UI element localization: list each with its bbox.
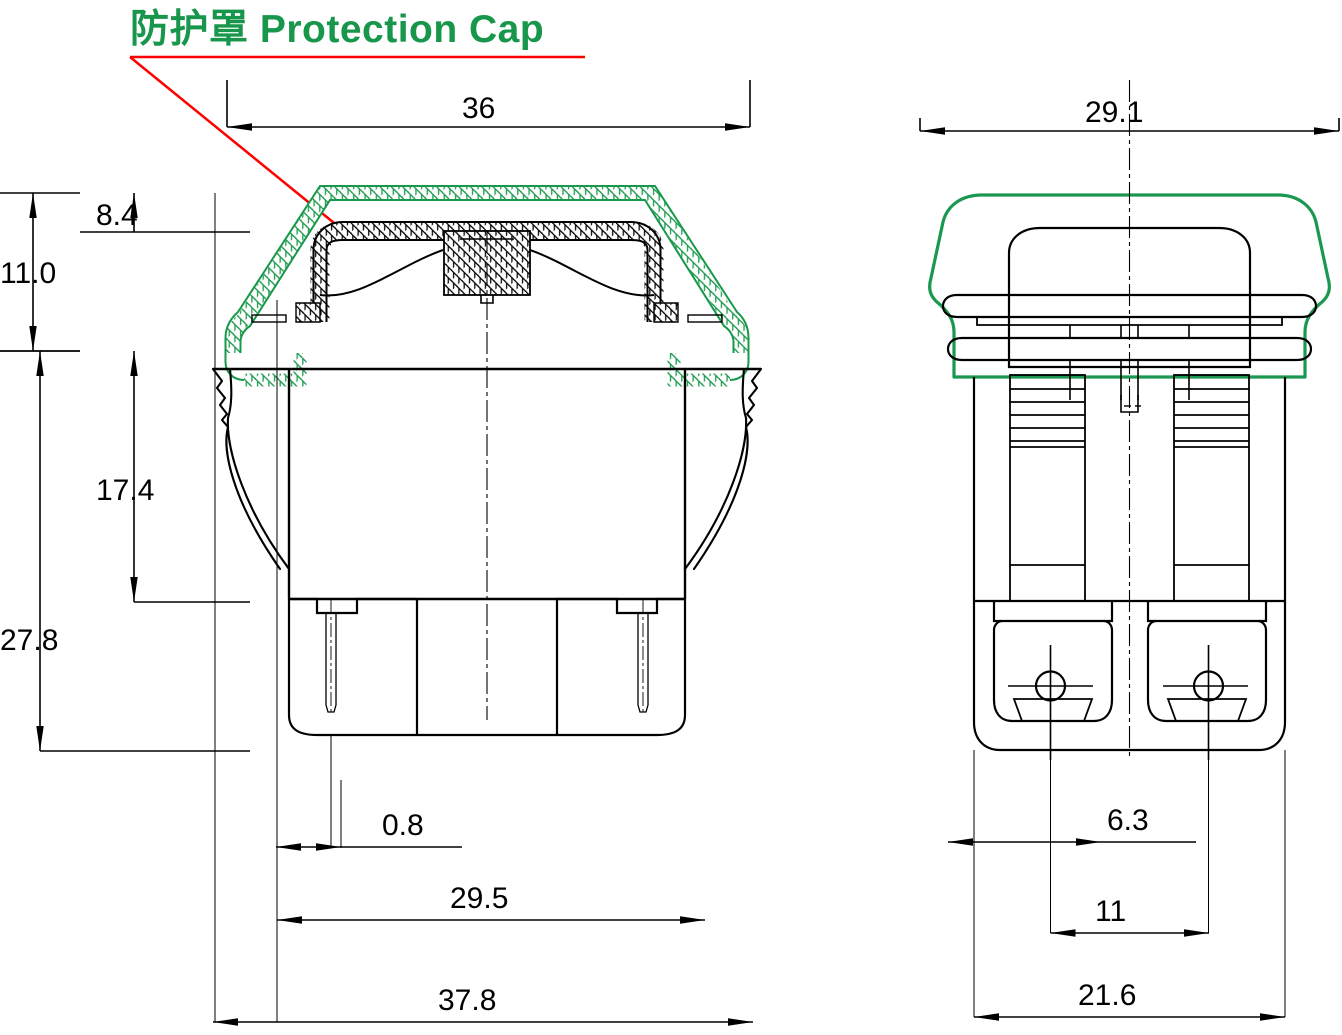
svg-text:29.1: 29.1 — [1085, 96, 1143, 129]
svg-text:29.5: 29.5 — [450, 882, 508, 915]
svg-text:11.0: 11.0 — [0, 257, 56, 290]
svg-text:6.3: 6.3 — [1107, 804, 1149, 837]
svg-text:27.8: 27.8 — [0, 624, 58, 657]
svg-text:防护罩 Protection Cap: 防护罩 Protection Cap — [130, 8, 544, 51]
svg-text:17.4: 17.4 — [96, 474, 154, 507]
svg-text:8.4: 8.4 — [96, 199, 138, 232]
svg-text:37.8: 37.8 — [438, 984, 496, 1017]
svg-text:21.6: 21.6 — [1078, 979, 1136, 1012]
svg-text:0.8: 0.8 — [382, 809, 424, 842]
svg-text:11: 11 — [1095, 895, 1126, 928]
svg-text:36: 36 — [462, 92, 495, 125]
